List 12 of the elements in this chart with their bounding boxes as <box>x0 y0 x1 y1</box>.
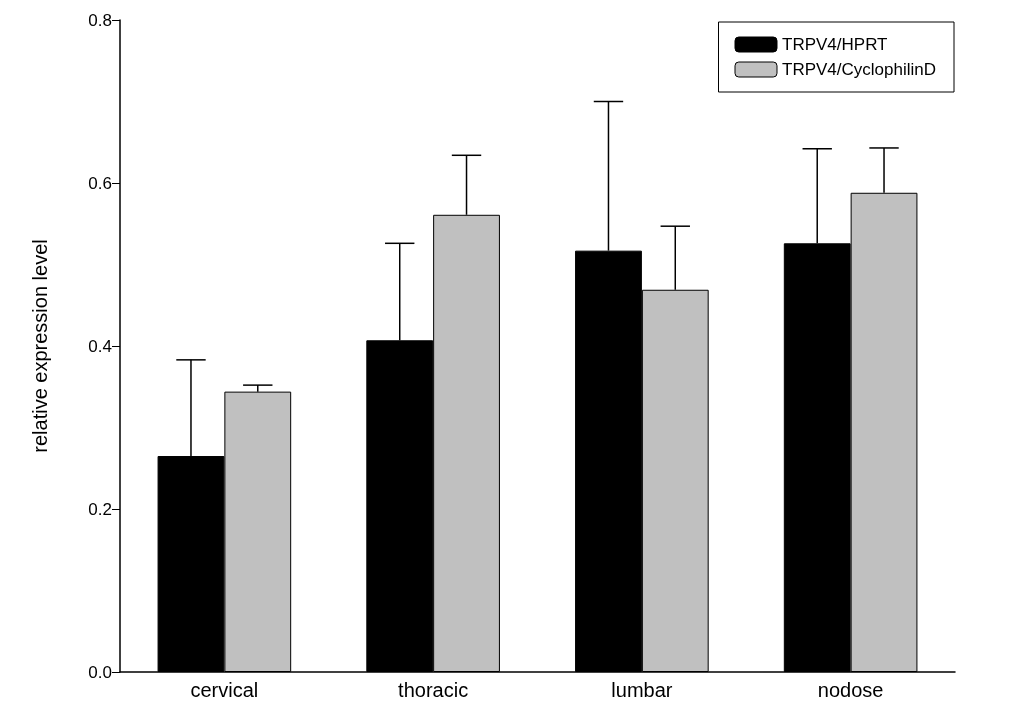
y-tick-label: 0.4 <box>88 336 112 356</box>
legend-label: TRPV4/CyclophilinD <box>782 60 936 79</box>
x-tick-label: thoracic <box>398 679 469 701</box>
y-tick-label: 0.8 <box>88 10 112 30</box>
y-tick-label: 0.6 <box>88 173 112 193</box>
y-axis-title: relative expression level <box>29 239 51 453</box>
x-tick-label: cervical <box>190 679 259 701</box>
y-tick-label: 0.2 <box>88 499 112 519</box>
x-tick-label: nodose <box>817 679 884 701</box>
x-tick-label: lumbar <box>611 679 673 701</box>
y-tick-label: 0.0 <box>88 662 112 682</box>
legend-label: TRPV4/HPRT <box>782 35 888 54</box>
